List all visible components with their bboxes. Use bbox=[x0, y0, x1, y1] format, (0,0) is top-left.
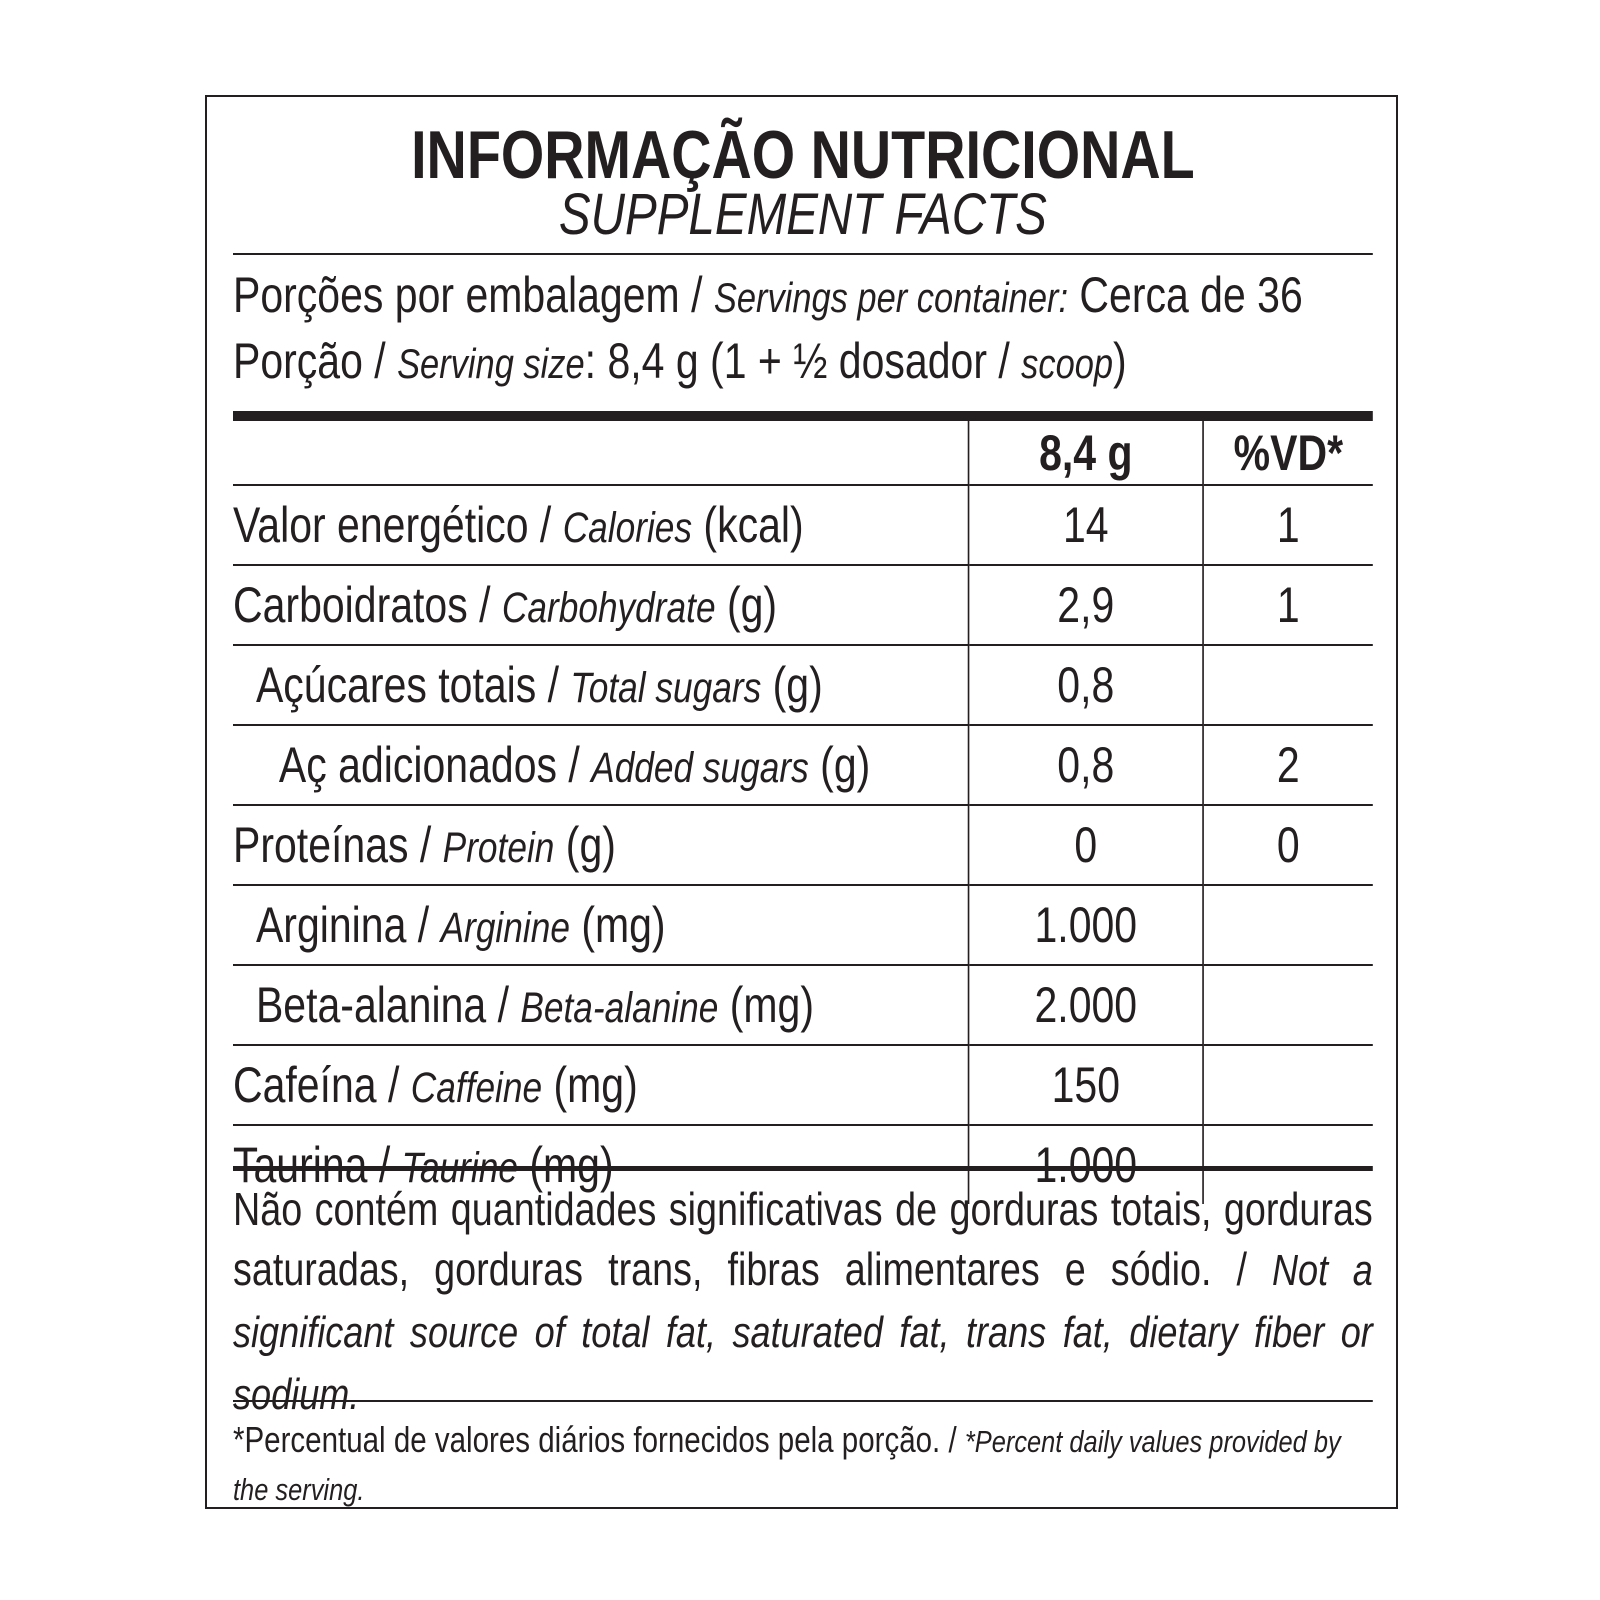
nutrient-unit: (mg) bbox=[718, 977, 815, 1033]
table-row: Carboidratos / Carbohydrate (g) 2,9 1 bbox=[233, 565, 1373, 646]
nutrient-name: Proteínas / Protein (g) bbox=[233, 805, 969, 886]
nutrient-amount: 1.000 bbox=[967, 1125, 1204, 1204]
thick-divider bbox=[233, 1166, 1373, 1171]
nutrient-pt: Carboidratos / bbox=[233, 577, 502, 633]
nutrient-dv: 1 bbox=[1202, 485, 1373, 566]
table-row: Beta-alanina / Beta-alanine (mg) 2.000 bbox=[233, 965, 1373, 1046]
nutrient-unit: (kcal) bbox=[692, 497, 804, 553]
footnote: *Percentual de valores diários fornecido… bbox=[233, 1417, 1373, 1513]
divider bbox=[233, 253, 1373, 255]
nutrient-name: Carboidratos / Carbohydrate (g) bbox=[233, 565, 969, 646]
nutrient-dv bbox=[1202, 1125, 1373, 1204]
nutrient-pt: Cafeína / bbox=[233, 1057, 411, 1113]
table-row: Valor energético / Calories (kcal) 14 1 bbox=[233, 485, 1373, 566]
footnote-en: *Percent daily values provided by the se… bbox=[233, 1424, 1341, 1507]
nutrient-dv bbox=[1202, 965, 1373, 1046]
nutrient-en: Protein bbox=[442, 824, 555, 872]
nutrient-unit: (g) bbox=[715, 577, 778, 633]
divider bbox=[233, 1400, 1373, 1402]
note-en: Not a significant source of total fat, s… bbox=[233, 1246, 1373, 1419]
nutrient-unit: (g) bbox=[761, 657, 823, 713]
serving-size-label-pt: Porção / bbox=[233, 333, 398, 389]
nutrient-dv: 1 bbox=[1202, 565, 1373, 646]
nutrient-unit: (mg) bbox=[517, 1137, 614, 1193]
nutrient-dv: 0 bbox=[1202, 805, 1373, 886]
table-row: Taurina / Taurine (mg) 1.000 bbox=[233, 1125, 1373, 1204]
serving-size-label-en: Serving size bbox=[397, 340, 585, 387]
nutrient-en: Caffeine bbox=[410, 1064, 543, 1112]
nutrient-amount: 0 bbox=[967, 805, 1204, 886]
nutrient-unit: (g) bbox=[554, 817, 616, 873]
nutrient-pt: Valor energético / bbox=[233, 497, 563, 553]
nutrient-en: Added sugars bbox=[591, 744, 809, 792]
nutrient-unit: (mg) bbox=[569, 897, 666, 953]
nutrient-dv bbox=[1202, 1045, 1373, 1126]
nutrient-amount: 1.000 bbox=[967, 885, 1204, 966]
thick-divider bbox=[233, 411, 1373, 421]
table-row: Cafeína / Caffeine (mg) 150 bbox=[233, 1045, 1373, 1126]
servings-label-en: Servings per container: bbox=[713, 274, 1069, 321]
serving-size-value: : 8,4 g (1 + ½ dosador / bbox=[584, 333, 1022, 389]
serving-size-scoop: scoop bbox=[1021, 340, 1114, 387]
nutrient-pt: Arginina / bbox=[255, 897, 441, 953]
table-row: Aç adicionados / Added sugars (g) 0,8 2 bbox=[233, 725, 1373, 806]
nutrient-pt: Aç adicionados / bbox=[278, 737, 592, 793]
nutrient-pt: Taurina / bbox=[233, 1137, 402, 1193]
not-significant-note: Não contém quantidades significativas de… bbox=[233, 1179, 1373, 1425]
servings-value: Cerca de 36 bbox=[1068, 267, 1303, 323]
nutrient-amount: 0,8 bbox=[967, 645, 1204, 726]
header-nutrient bbox=[233, 421, 969, 486]
nutrient-en: Carbohydrate bbox=[501, 584, 716, 632]
nutrient-en: Beta-alanine bbox=[520, 984, 719, 1032]
table-row: Açúcares totais / Total sugars (g) 0,8 bbox=[233, 645, 1373, 726]
header-amount: 8,4 g bbox=[967, 421, 1204, 486]
nutrient-dv: 2 bbox=[1202, 725, 1373, 806]
nutrient-en: Calories bbox=[562, 504, 693, 552]
footnote-pt: *Percentual de valores diários fornecido… bbox=[233, 1419, 965, 1460]
note-pt: Não contém quantidades significativas de… bbox=[233, 1183, 1373, 1295]
header-dv: %VD* bbox=[1202, 421, 1373, 486]
serving-size: Porção / Serving size: 8,4 g (1 + ½ dosa… bbox=[233, 331, 1127, 394]
nutrient-en: Arginine bbox=[440, 904, 570, 952]
nutrient-amount: 2,9 bbox=[967, 565, 1204, 646]
servings-label-pt: Porções por embalagem / bbox=[233, 267, 714, 323]
nutrient-name: Beta-alanina / Beta-alanine (mg) bbox=[233, 965, 969, 1046]
nutrient-amount: 14 bbox=[967, 485, 1204, 566]
panel-title: INFORMAÇÃO NUTRICIONAL bbox=[411, 117, 1195, 193]
table-header: 8,4 g %VD* bbox=[233, 421, 1373, 486]
nutrient-dv bbox=[1202, 885, 1373, 966]
nutrient-amount: 150 bbox=[967, 1045, 1204, 1126]
nutrient-name: Aç adicionados / Added sugars (g) bbox=[233, 725, 969, 806]
nutrient-pt: Açúcares totais / bbox=[255, 657, 571, 713]
nutrient-unit: (mg) bbox=[542, 1057, 638, 1113]
nutrient-pt: Proteínas / bbox=[233, 817, 443, 873]
nutrient-name: Valor energético / Calories (kcal) bbox=[233, 485, 969, 566]
nutrient-en: Total sugars bbox=[570, 664, 762, 712]
panel-subtitle: SUPPLEMENT FACTS bbox=[558, 182, 1047, 247]
serving-size-close: ) bbox=[1113, 333, 1127, 389]
nutrient-unit: (g) bbox=[808, 737, 871, 793]
table-row: Arginina / Arginine (mg) 1.000 bbox=[233, 885, 1373, 966]
nutrient-name: Cafeína / Caffeine (mg) bbox=[233, 1045, 969, 1126]
nutrient-amount: 0,8 bbox=[967, 725, 1204, 806]
nutrient-pt: Beta-alanina / bbox=[255, 977, 521, 1033]
nutrition-facts-panel: INFORMAÇÃO NUTRICIONAL SUPPLEMENT FACTS … bbox=[205, 95, 1398, 1509]
nutrient-dv bbox=[1202, 645, 1373, 726]
nutrient-name: Arginina / Arginine (mg) bbox=[233, 885, 969, 966]
nutrient-name: Açúcares totais / Total sugars (g) bbox=[233, 645, 969, 726]
table-row: Proteínas / Protein (g) 0 0 bbox=[233, 805, 1373, 886]
nutrition-table: 8,4 g %VD* Valor energético / Calories (… bbox=[233, 421, 1373, 1204]
servings-per-container: Porções por embalagem / Servings per con… bbox=[233, 265, 1303, 328]
nutrient-amount: 2.000 bbox=[967, 965, 1204, 1046]
